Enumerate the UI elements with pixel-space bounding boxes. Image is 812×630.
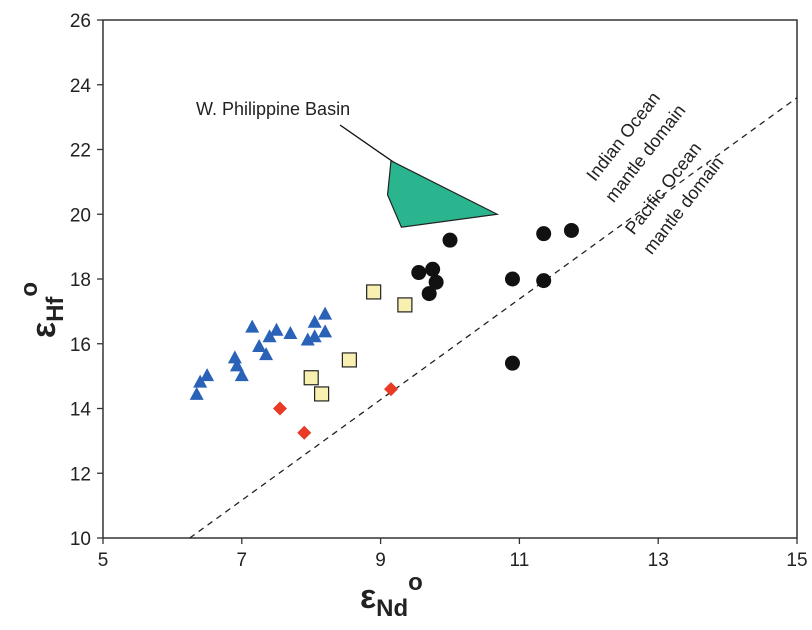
y-label-sup: o	[16, 282, 43, 297]
y-tick-label: 18	[70, 270, 91, 291]
x-tick-label: 15	[786, 550, 807, 571]
triangle-point	[283, 326, 298, 340]
y-tick-label: 24	[70, 76, 92, 97]
square-point	[341, 352, 357, 368]
triangle-point	[259, 347, 274, 361]
triangle-point	[318, 324, 333, 338]
triangle-point	[269, 322, 284, 336]
triangle-point	[200, 368, 215, 382]
triangle-point	[229, 358, 244, 372]
circle-point	[428, 274, 444, 290]
y-tick-label: 16	[70, 335, 91, 356]
x-tick-label: 11	[510, 550, 530, 571]
triangle-point	[227, 350, 242, 364]
triangle-point	[245, 319, 260, 333]
diamond-point	[384, 382, 399, 397]
plot-frame	[102, 19, 798, 539]
y-axis-label: εHfo	[16, 282, 69, 338]
triangle-point	[307, 329, 322, 343]
square-point	[366, 284, 382, 300]
x-tick-label: 9	[375, 550, 386, 571]
y-tick-label: 22	[70, 141, 91, 162]
region-label: W. Philippine Basin	[196, 99, 350, 119]
y-tick-label: 12	[70, 464, 91, 485]
triangle-point	[189, 386, 204, 400]
x-axis-label: εNdo	[360, 569, 423, 622]
square-point	[314, 386, 330, 402]
circle-point	[536, 226, 552, 242]
x-label-sub: Nd	[376, 595, 408, 622]
region	[386, 159, 500, 228]
circle-point	[563, 222, 579, 238]
y-axis-group: εHfo	[16, 282, 69, 338]
triangle-point	[307, 314, 322, 328]
triangle-point	[234, 368, 249, 382]
triangle-point	[252, 338, 267, 352]
diamond-point	[297, 425, 312, 440]
diamond-point	[272, 401, 287, 416]
x-tick-label: 13	[648, 550, 669, 571]
circle-point	[411, 265, 427, 281]
y-tick-label: 26	[70, 11, 91, 32]
y-label-sub: Hf	[42, 296, 69, 322]
x-label-symbol: ε	[360, 578, 376, 616]
triangle-point	[318, 306, 333, 320]
circle-point	[425, 261, 441, 277]
x-label-sup: o	[408, 569, 423, 596]
y-tick-label: 20	[70, 205, 91, 226]
y-tick-label: 10	[70, 529, 91, 550]
x-tick-label: 5	[98, 550, 109, 571]
x-tick-label: 7	[237, 550, 248, 571]
circle-point	[504, 355, 520, 371]
circle-point	[504, 271, 520, 287]
y-label-symbol: ε	[25, 322, 63, 338]
square-point	[397, 297, 413, 313]
circle-point	[421, 286, 437, 302]
square-point	[303, 370, 319, 386]
circle-point	[442, 232, 458, 248]
y-tick-label: 14	[70, 400, 92, 421]
circle-point	[536, 273, 552, 289]
reference-line	[189, 97, 798, 539]
